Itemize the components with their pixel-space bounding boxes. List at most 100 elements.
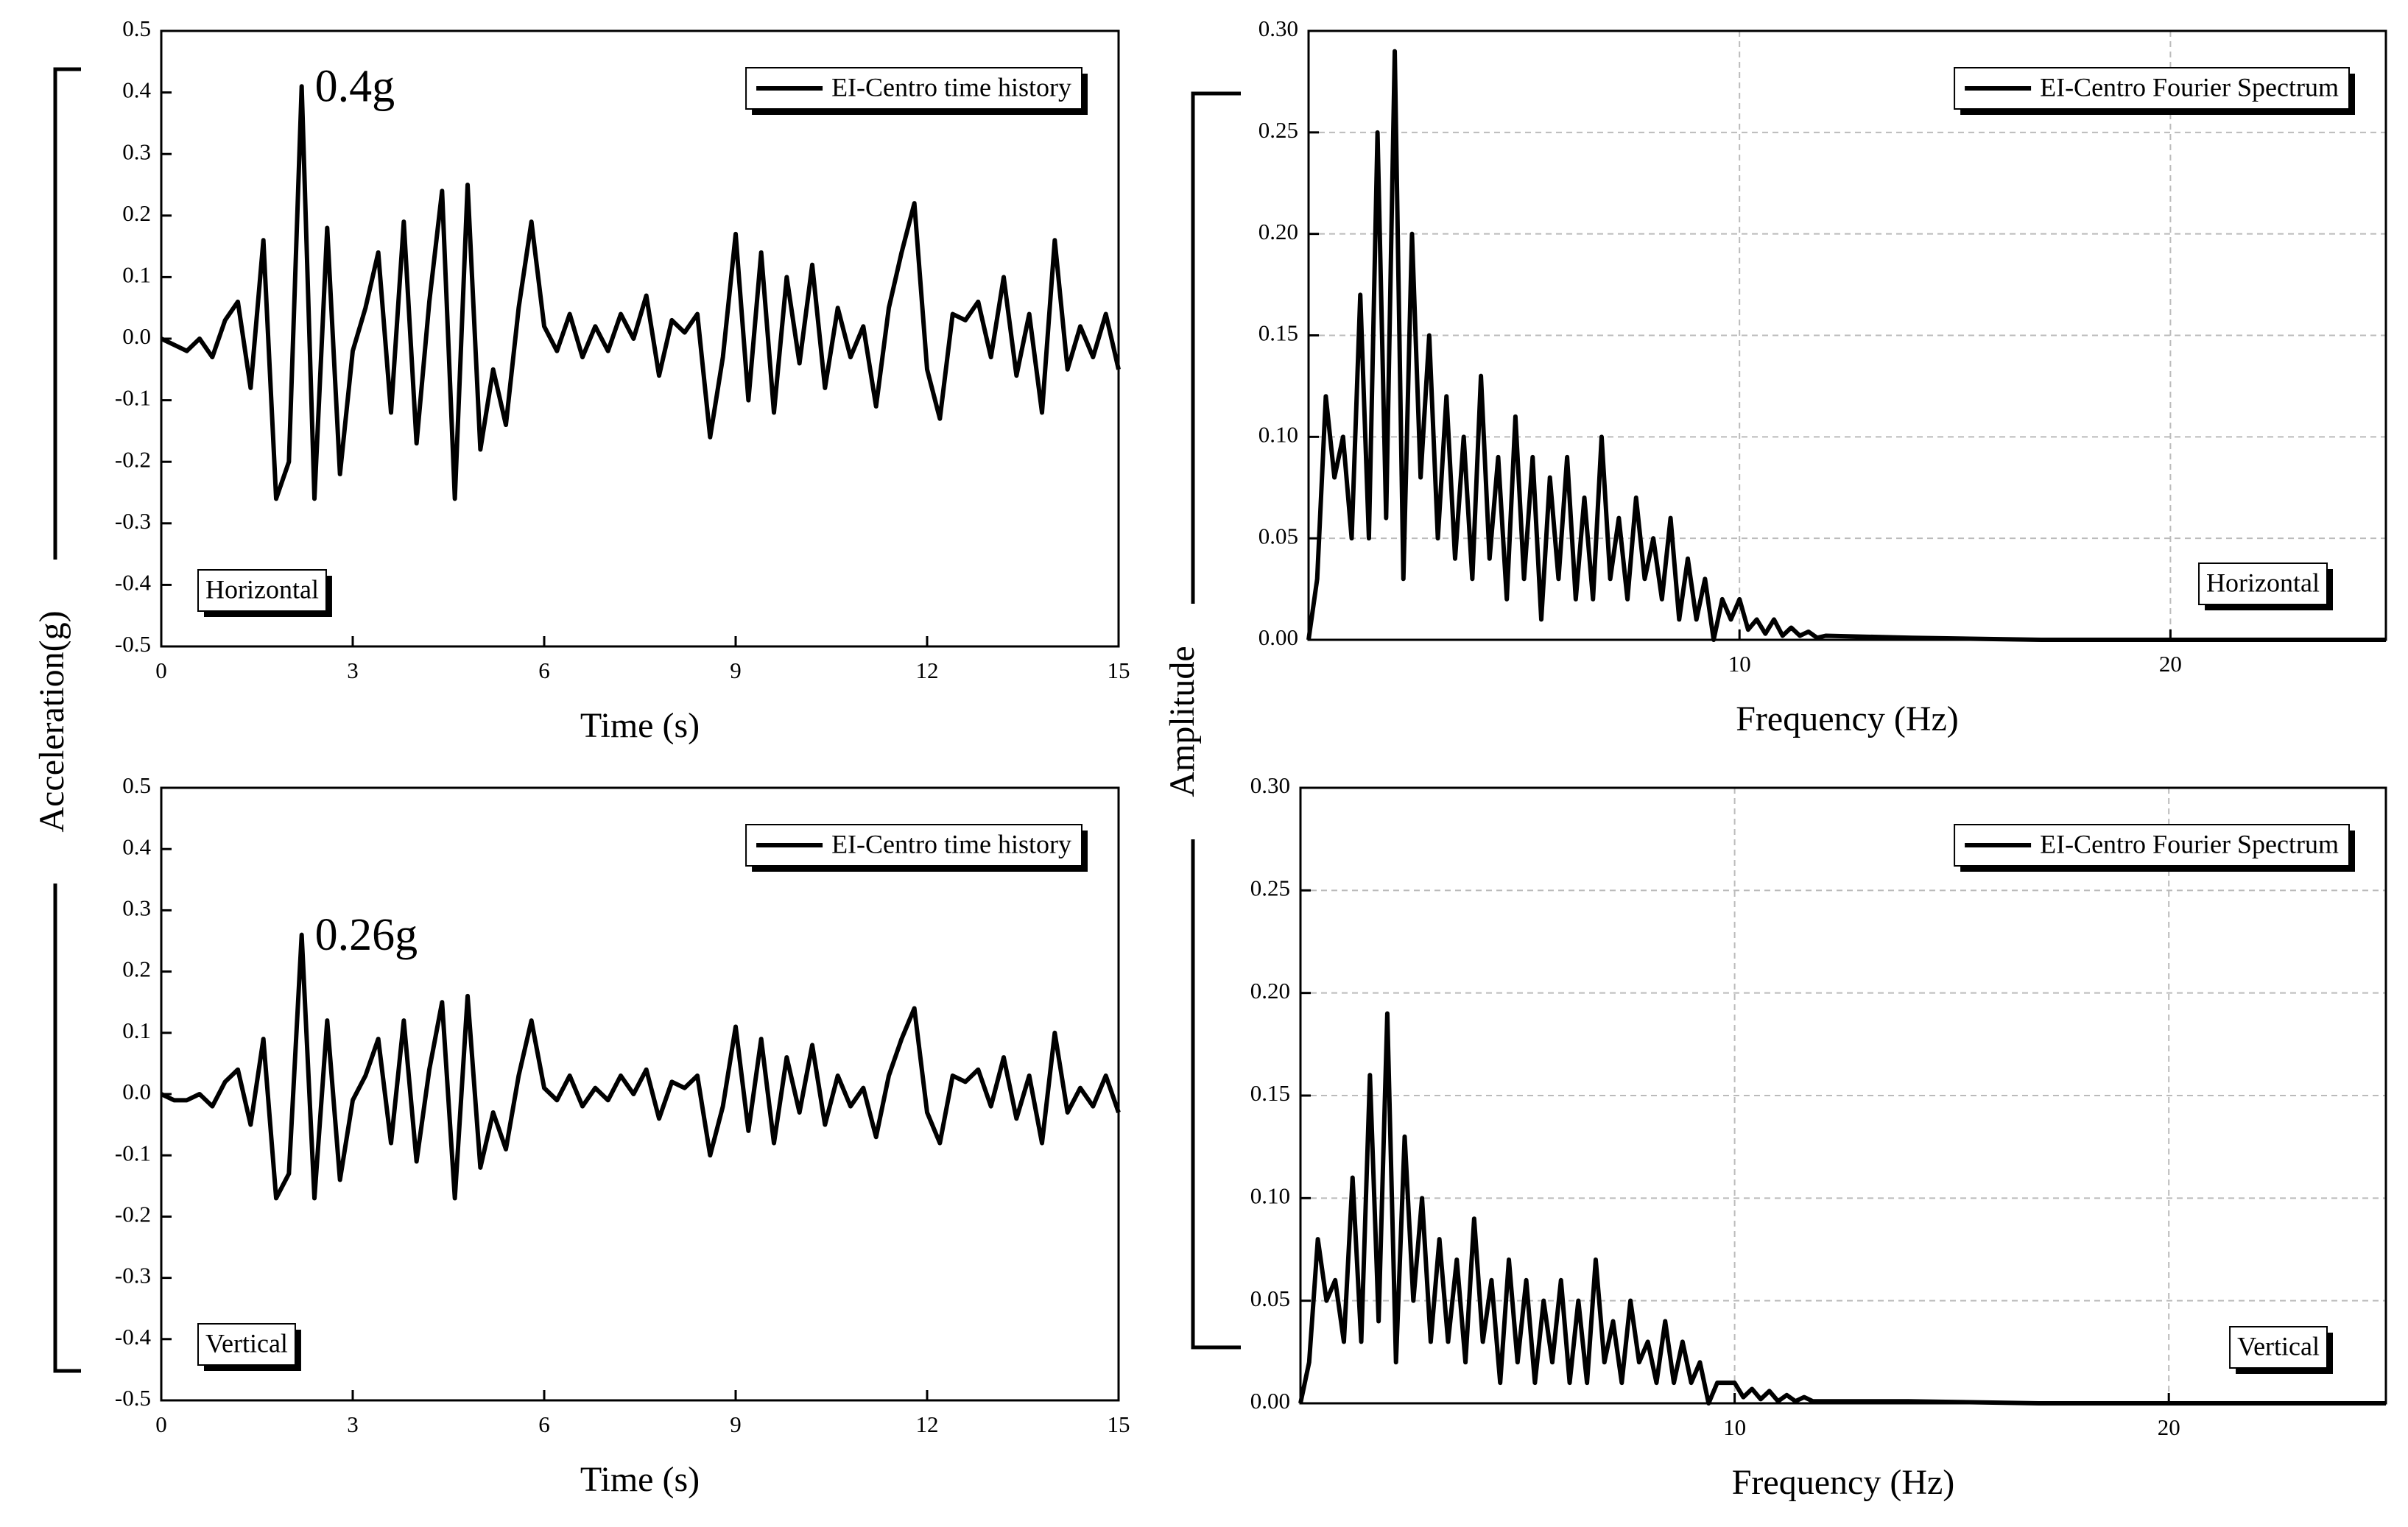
y-tick-label: 0.25 (1250, 875, 1290, 900)
plot-frame (160, 786, 1120, 1402)
panel-label-box (2198, 563, 2328, 605)
y-tick-label: 0.10 (1258, 421, 1298, 447)
x-tick-label: 10 (1728, 651, 1751, 677)
panel: 0.00 0.05 0.10 0.15 0.20 0.25 0.30 10 20 Frequenc… (1250, 772, 2387, 1502)
bracket-bottom (1191, 839, 1241, 1350)
plot-frame (1299, 786, 2387, 1405)
y-tick-label: 0.30 (1250, 772, 1290, 798)
x-tick-label: 20 (2158, 1414, 2180, 1440)
y-tick-label: -0.4 (115, 1324, 152, 1350)
x-tick-label: 12 (916, 1411, 939, 1437)
x-tick-label: 3 (347, 657, 359, 683)
legend: EI-Centro Fourier Spectrum (1954, 67, 2355, 115)
bracket-top (53, 67, 81, 560)
panel-label-text: Vertical (205, 1328, 288, 1358)
x-tick-label: 15 (1108, 657, 1130, 683)
data-line (160, 84, 1121, 501)
x-axis-label: Frequency (Hz) (1732, 1463, 1955, 1502)
y-tick-label: 0.00 (1250, 1388, 1290, 1414)
panel: 0.00 0.05 0.10 0.15 0.20 0.25 0.30 10 20 Frequenc… (1258, 15, 2387, 738)
y-tick-label: 0.4 (122, 833, 151, 859)
legend: EI-Centro time history (745, 824, 1088, 872)
y-tick-label: 0.5 (122, 772, 151, 798)
x-tick-label: 3 (347, 1411, 359, 1437)
plot-frame (1307, 29, 2387, 641)
y-tick-label: 0.2 (122, 200, 151, 226)
panel-label-box (2229, 1326, 2328, 1369)
y-tick-label: -0.2 (115, 1202, 151, 1227)
y-tick-label: -0.1 (115, 1140, 151, 1165)
y-tick-label: 0.25 (1258, 117, 1298, 143)
x-tick-label: 6 (538, 657, 550, 683)
peak-annotation: 0.4g (315, 61, 395, 111)
bracket-bottom (53, 884, 81, 1373)
y-tick-label: 0.15 (1250, 1080, 1290, 1106)
x-tick-label: 20 (2159, 651, 2182, 677)
shared-y-label: Amplitude (1163, 646, 1202, 797)
panel-label: Horizontal (2198, 563, 2333, 610)
y-tick-label: -0.5 (115, 1385, 151, 1411)
x-tick-label: 12 (916, 657, 939, 683)
legend-label: EI-Centro time history (831, 829, 1071, 858)
peak-annotation: 0.26g (315, 910, 418, 960)
y-tick-label: 0.15 (1258, 320, 1298, 346)
legend-label: EI-Centro Fourier Spectrum (2040, 829, 2339, 858)
x-axis-label: Frequency (Hz) (1736, 699, 1959, 738)
x-tick-label: 15 (1108, 1411, 1130, 1437)
y-tick-label: 0.20 (1250, 978, 1290, 1004)
panel-label: Vertical (2229, 1326, 2333, 1374)
x-axis-label: Time (s) (580, 706, 700, 745)
legend: EI-Centro Fourier Spectrum (1954, 824, 2355, 872)
y-tick-label: 0.20 (1258, 219, 1298, 244)
x-tick-label: 0 (155, 1411, 167, 1437)
panel-label: Horizontal (197, 569, 332, 617)
y-tick-label: 0.00 (1258, 624, 1298, 650)
x-tick-label: 9 (730, 1411, 742, 1437)
left-bracket (53, 67, 81, 1373)
y-tick-label: 0.30 (1258, 15, 1298, 41)
y-tick-label: 0.1 (122, 1018, 151, 1043)
y-tick-label: 0.5 (122, 15, 151, 41)
x-tick-label: 9 (730, 657, 742, 683)
y-tick-label: 0.2 (122, 956, 151, 982)
y-tick-label: 0.1 (122, 262, 151, 288)
y-tick-label: 0.0 (122, 323, 151, 349)
y-tick-label: -0.1 (115, 385, 151, 411)
data-line (1298, 1011, 2386, 1406)
y-tick-label: 0.3 (122, 895, 151, 921)
y-tick-label: -0.2 (115, 446, 151, 472)
middle-bracket (1191, 91, 1241, 1350)
legend-label: EI-Centro Fourier Spectrum (2040, 72, 2339, 102)
plot-frame (160, 29, 1120, 648)
y-tick-label: -0.3 (115, 1263, 151, 1288)
panel-label: Vertical (197, 1323, 301, 1371)
panel-label-box (197, 569, 327, 612)
x-tick-label: 6 (538, 1411, 550, 1437)
legend-label: EI-Centro time history (831, 72, 1071, 102)
y-tick-label: 0.0 (122, 1079, 151, 1104)
data-line (1306, 49, 2386, 642)
panel: -0.5 -0.4 -0.3 -0.2 -0.1 0.0 0.1 0.2 0.3 0.4 0.5 0 3… (115, 15, 1130, 745)
x-tick-label: 10 (1723, 1414, 1746, 1440)
y-tick-label: 0.05 (1250, 1286, 1290, 1311)
x-tick-label: 0 (155, 657, 167, 683)
panel-label-text: Horizontal (205, 574, 319, 604)
y-tick-label: -0.5 (115, 631, 151, 657)
bracket-top (1191, 91, 1241, 604)
legend: EI-Centro time history (745, 67, 1088, 115)
y-tick-label: 0.3 (122, 138, 151, 164)
panel-label-text: Vertical (2237, 1331, 2320, 1361)
data-line (160, 932, 1121, 1201)
y-tick-label: 0.4 (122, 77, 151, 103)
legend-box (1954, 67, 2350, 110)
y-tick-label: -0.4 (115, 570, 152, 596)
panel-label-box (197, 1323, 296, 1366)
panel: -0.5 -0.4 -0.3 -0.2 -0.1 0.0 0.1 0.2 0.3 0.4 0.5 0 3… (115, 772, 1130, 1499)
panel-label-text: Horizontal (2206, 568, 2320, 597)
y-tick-label: 0.05 (1258, 523, 1298, 549)
y-tick-label: -0.3 (115, 508, 151, 534)
y-tick-label: 0.10 (1250, 1182, 1290, 1208)
x-axis-label: Time (s) (580, 1460, 700, 1499)
